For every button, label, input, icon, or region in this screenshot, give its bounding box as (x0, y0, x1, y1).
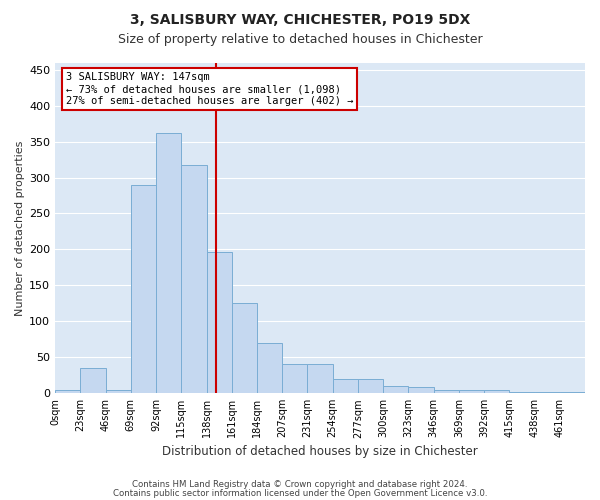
Bar (257, 343, 282, 393)
Bar (55, 390, 80, 393)
Text: Contains HM Land Registry data © Crown copyright and database right 2024.: Contains HM Land Registry data © Crown c… (132, 480, 468, 489)
Bar (307, 364, 332, 393)
Text: Size of property relative to detached houses in Chichester: Size of property relative to detached ho… (118, 32, 482, 46)
Text: Contains public sector information licensed under the Open Government Licence v3: Contains public sector information licen… (113, 490, 487, 498)
Bar (131, 184, 156, 393)
Bar (459, 390, 484, 393)
Bar (80, 368, 106, 393)
X-axis label: Distribution of detached houses by size in Chichester: Distribution of detached houses by size … (162, 444, 478, 458)
Bar (358, 379, 383, 393)
Bar (509, 392, 535, 393)
Bar (181, 164, 206, 393)
Bar (409, 388, 434, 393)
Y-axis label: Number of detached properties: Number of detached properties (15, 140, 25, 316)
Bar (206, 252, 232, 393)
Bar (232, 304, 257, 393)
Bar (560, 392, 585, 393)
Bar (535, 392, 560, 393)
Text: 3, SALISBURY WAY, CHICHESTER, PO19 5DX: 3, SALISBURY WAY, CHICHESTER, PO19 5DX (130, 12, 470, 26)
Text: 3 SALISBURY WAY: 147sqm
← 73% of detached houses are smaller (1,098)
27% of semi: 3 SALISBURY WAY: 147sqm ← 73% of detache… (66, 72, 353, 106)
Bar (484, 390, 509, 393)
Bar (332, 379, 358, 393)
Bar (434, 390, 459, 393)
Bar (383, 386, 409, 393)
Bar (156, 133, 181, 393)
Bar (282, 364, 307, 393)
Bar (106, 390, 131, 393)
